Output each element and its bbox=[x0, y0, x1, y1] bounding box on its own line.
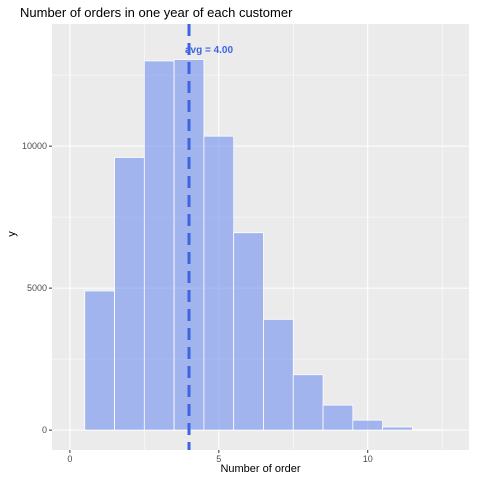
histogram-bar-6 bbox=[233, 232, 264, 431]
y-tick-label: 0 bbox=[42, 425, 47, 435]
histogram-bar-5 bbox=[203, 135, 235, 431]
average-label: avg = 4.00 bbox=[185, 45, 234, 56]
histogram-bar-11 bbox=[382, 426, 413, 431]
x-tick-label: 0 bbox=[67, 454, 72, 464]
histogram-bar-10 bbox=[352, 419, 384, 431]
chart-title: Number of orders in one year of each cus… bbox=[20, 5, 293, 20]
x-axis-label: Number of order bbox=[220, 463, 301, 475]
y-axis-label: y bbox=[6, 231, 18, 237]
y-tick-label: 10000 bbox=[22, 141, 47, 151]
histogram-bar-1 bbox=[84, 290, 115, 431]
histogram-bar-8 bbox=[292, 374, 324, 431]
histogram-bar-12 bbox=[412, 429, 443, 431]
histogram-bar-3 bbox=[143, 60, 175, 431]
y-tick-label: 5000 bbox=[27, 283, 47, 293]
x-tick-label: 5 bbox=[216, 454, 221, 464]
histogram-bar-2 bbox=[114, 157, 145, 431]
x-tick-label: 10 bbox=[363, 454, 373, 464]
histogram-bar-7 bbox=[263, 318, 294, 431]
histogram-bar-9 bbox=[322, 404, 354, 431]
